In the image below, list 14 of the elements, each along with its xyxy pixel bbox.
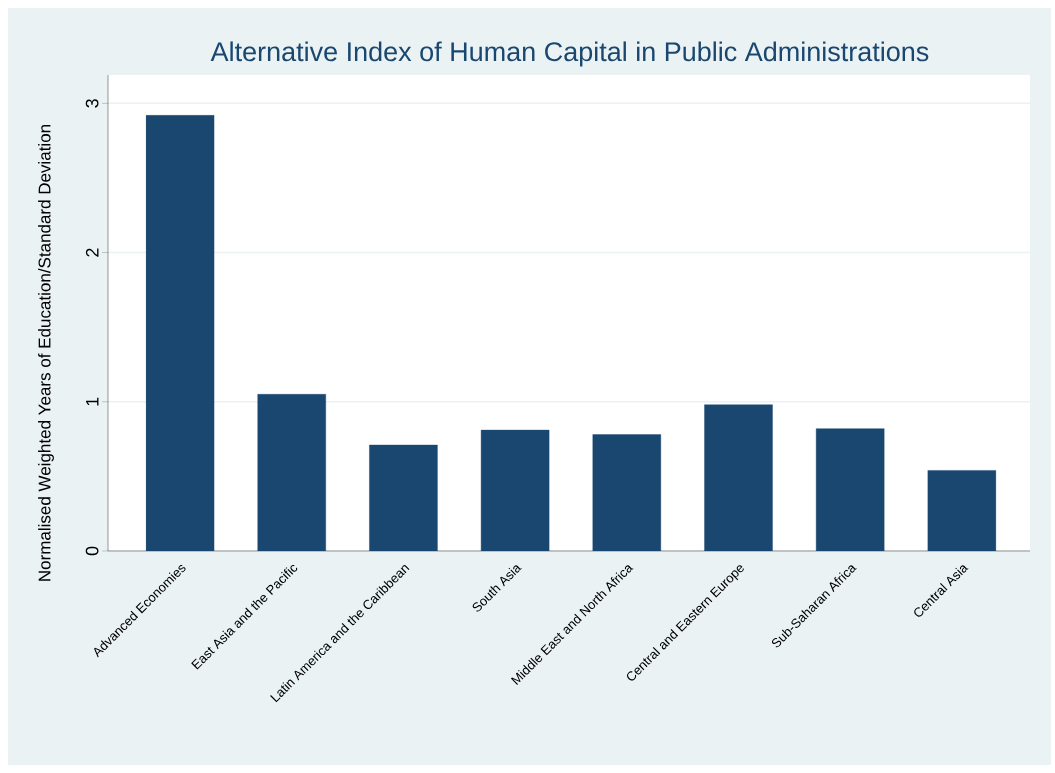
y-tick-label: 1 [86,397,99,406]
bar [369,444,438,551]
y-tick-label: 3 [85,99,99,108]
bar [257,394,326,551]
bar [704,404,773,551]
bar [145,115,215,551]
y-tick-label: 0 [85,546,99,556]
y-tick-label: 2 [85,248,99,257]
bar [592,434,662,551]
bar [815,428,885,551]
bar [927,470,997,551]
y-axis-title: Normalised Weighted Years of Education/Standard Deviation [38,125,54,581]
chart-title: Alternative Index of Human Capital in Public Administrations [210,41,929,67]
bar [480,429,550,551]
